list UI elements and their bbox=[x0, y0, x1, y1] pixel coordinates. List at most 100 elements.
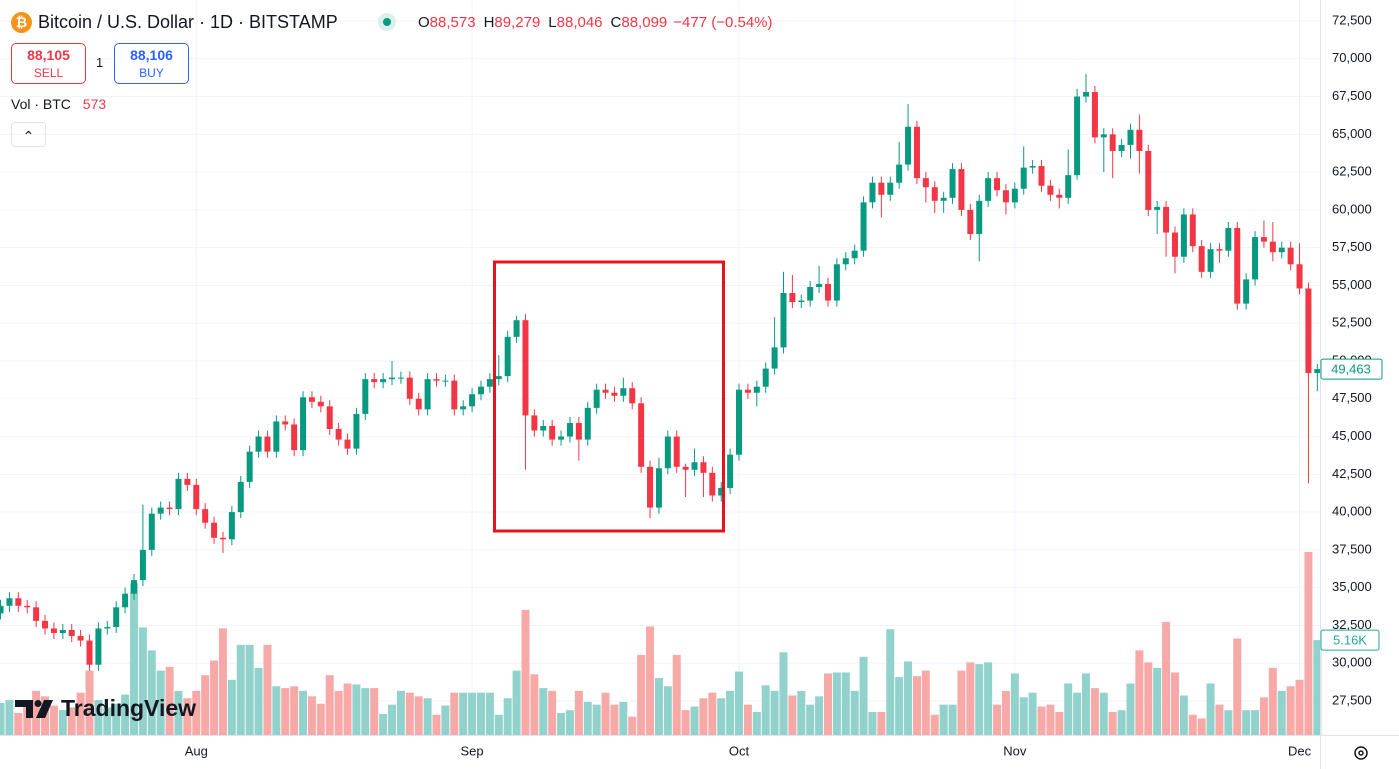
candle-body bbox=[33, 607, 40, 621]
settings-icon[interactable] bbox=[1354, 746, 1368, 760]
candle-body bbox=[878, 182, 885, 195]
volume-bar bbox=[770, 690, 779, 735]
volume-bar bbox=[334, 690, 343, 735]
volume-bar bbox=[850, 690, 859, 735]
volume-bar bbox=[1215, 704, 1224, 735]
volume-bar bbox=[14, 712, 23, 735]
volume-bar bbox=[1144, 662, 1153, 735]
candle-layer bbox=[0, 73, 1321, 671]
volume-bar bbox=[503, 698, 512, 735]
y-tick-label: 32,500 bbox=[1332, 617, 1372, 632]
volume-bar bbox=[352, 684, 361, 735]
candle-body bbox=[68, 629, 75, 637]
candle-body bbox=[700, 462, 707, 473]
volume-bar bbox=[1170, 672, 1179, 735]
volume-bar bbox=[646, 626, 655, 735]
volume-bar bbox=[539, 688, 548, 735]
candle-body bbox=[798, 300, 805, 303]
volume-bar bbox=[912, 676, 921, 735]
volume-bar bbox=[1135, 650, 1144, 735]
volume-bar bbox=[85, 670, 94, 735]
volume-bar bbox=[485, 692, 494, 735]
volume-bar bbox=[1073, 692, 1082, 735]
volume-bar bbox=[227, 679, 236, 735]
candle-body bbox=[1243, 279, 1250, 304]
candle-body bbox=[477, 386, 484, 395]
candle-body bbox=[1305, 288, 1312, 374]
volume-legend-label: Vol · BTC bbox=[11, 96, 71, 112]
candle-body bbox=[371, 379, 378, 383]
volume-bar bbox=[138, 627, 147, 735]
candle-body bbox=[211, 522, 218, 538]
y-tick-label: 45,000 bbox=[1332, 428, 1372, 443]
candle-body bbox=[1011, 188, 1018, 203]
candle-body bbox=[913, 126, 920, 179]
volume-bar bbox=[129, 583, 138, 735]
candle-body bbox=[353, 413, 360, 449]
volume-bar bbox=[752, 712, 761, 735]
volume-bar bbox=[1242, 710, 1251, 735]
buy-button[interactable]: 88,106 BUY bbox=[114, 43, 189, 84]
volume-bar bbox=[174, 690, 183, 735]
volume-bar bbox=[121, 694, 130, 735]
candle-body bbox=[558, 436, 565, 440]
ohlc-key: H bbox=[483, 14, 495, 31]
candle-body bbox=[1269, 241, 1276, 253]
candle-body bbox=[940, 197, 947, 201]
volume-bar bbox=[1259, 697, 1268, 735]
collapse-button[interactable]: ⌃ bbox=[11, 122, 46, 147]
candle-body bbox=[860, 202, 867, 251]
candle-body bbox=[1091, 92, 1098, 138]
volume-bar bbox=[1055, 712, 1064, 735]
candle-body bbox=[762, 368, 769, 387]
y-tick-label: 47,500 bbox=[1332, 390, 1372, 405]
candle-body bbox=[1314, 369, 1321, 374]
volume-bar bbox=[1001, 690, 1010, 735]
ohlc-key: L bbox=[548, 14, 557, 31]
volume-bar bbox=[1295, 679, 1304, 735]
y-tick-label: 40,000 bbox=[1332, 504, 1372, 519]
volume-bar bbox=[1304, 552, 1313, 735]
candle-body bbox=[504, 336, 511, 377]
candle-body bbox=[175, 478, 182, 510]
candle-body bbox=[780, 293, 787, 348]
candle-body bbox=[1074, 96, 1081, 176]
candle-body bbox=[317, 401, 324, 407]
candle-body bbox=[424, 379, 431, 410]
x-tick-label: Aug bbox=[185, 743, 208, 758]
candle-body bbox=[833, 264, 840, 301]
ohlc-legend: O88,573 H89,279 L88,046 C88,099 −477 (−0.54%… bbox=[418, 14, 773, 31]
y-tick-label: 57,500 bbox=[1332, 239, 1372, 254]
candle-body bbox=[1118, 144, 1125, 151]
candle-body bbox=[451, 380, 458, 410]
volume-bar bbox=[557, 712, 566, 735]
volume-bar bbox=[414, 696, 423, 735]
candle-body bbox=[1287, 247, 1294, 265]
candle-body bbox=[335, 429, 342, 440]
candle-body bbox=[753, 386, 760, 393]
candle-body bbox=[1109, 134, 1116, 151]
candle-body bbox=[157, 507, 164, 514]
ohlc-key: C bbox=[610, 14, 622, 31]
sell-button[interactable]: 88,105 SELL bbox=[11, 43, 86, 84]
volume-bar bbox=[993, 704, 1002, 735]
y-tick-label: 65,000 bbox=[1332, 126, 1372, 141]
candle-body bbox=[59, 629, 66, 634]
volume-bar bbox=[468, 692, 477, 735]
candle-body bbox=[219, 537, 226, 540]
candle-body bbox=[985, 178, 992, 201]
volume-bar bbox=[476, 692, 485, 735]
volume-bar bbox=[601, 692, 610, 735]
volume-bar bbox=[948, 704, 957, 735]
candle-body bbox=[994, 178, 1001, 191]
candle-body bbox=[344, 439, 351, 449]
ohlc-key: O bbox=[418, 14, 430, 31]
y-tick-label: 37,500 bbox=[1332, 541, 1372, 556]
candle-body bbox=[718, 487, 725, 496]
volume-bar bbox=[637, 654, 646, 735]
ohlc-value: 88,046 bbox=[556, 14, 603, 31]
candle-body bbox=[1216, 249, 1223, 251]
candle-body bbox=[1002, 190, 1009, 203]
volume-bar bbox=[717, 698, 726, 735]
volume-bar bbox=[58, 710, 67, 735]
